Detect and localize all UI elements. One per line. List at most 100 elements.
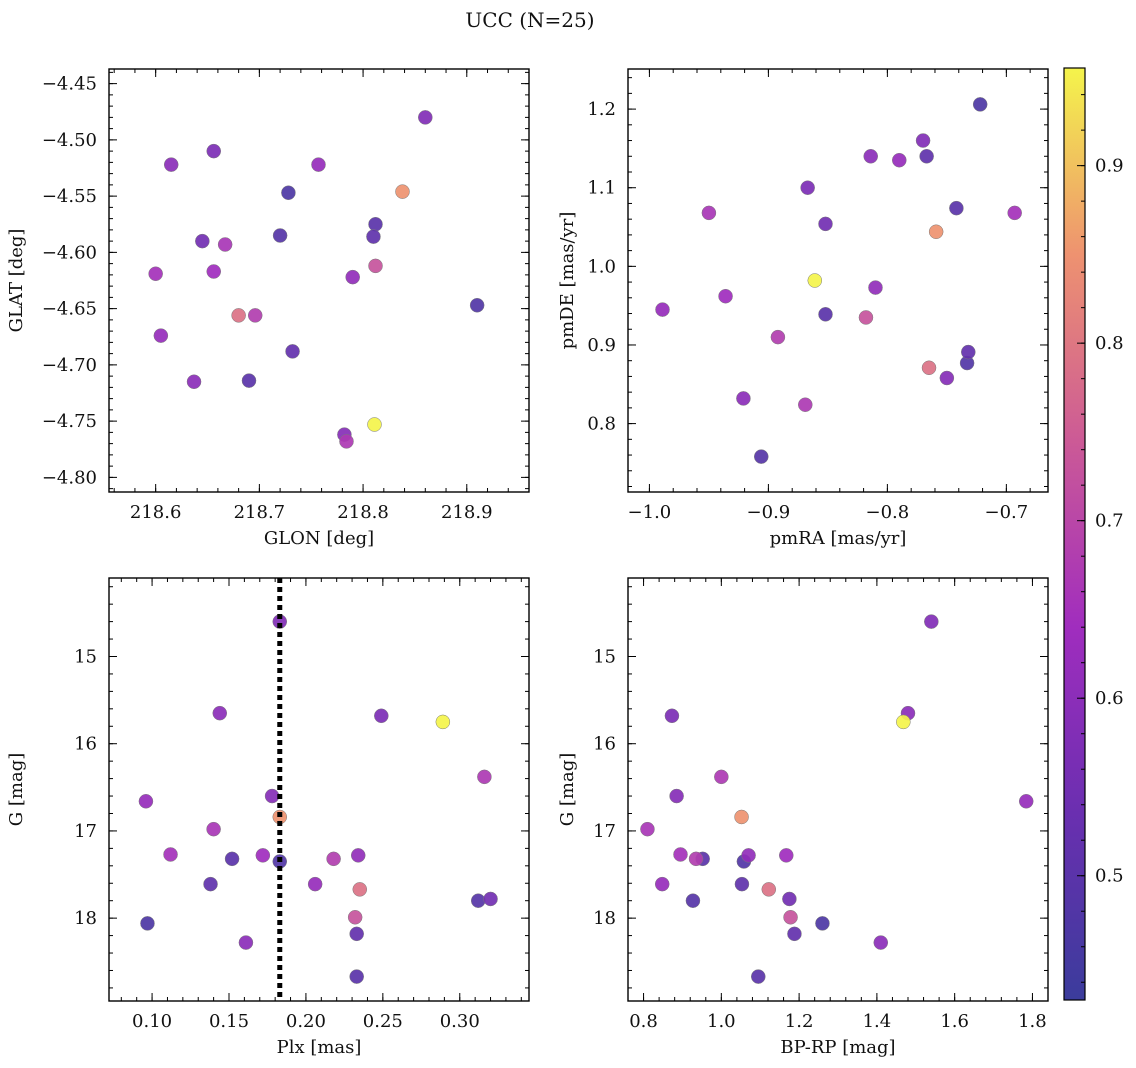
x-tick-label: −0.9	[747, 502, 791, 523]
y-tick-label: −4.75	[42, 411, 97, 432]
x-tick-label: 218.8	[337, 502, 389, 523]
scatter-point	[915, 133, 931, 148]
plot-area	[138, 578, 498, 1001]
scatter-point	[892, 152, 907, 168]
scatter-point	[307, 876, 323, 892]
scatter-point	[345, 269, 360, 285]
scatter-point	[212, 705, 228, 721]
scatter-point	[714, 769, 729, 785]
scatter-point	[800, 180, 815, 195]
scatter-point	[688, 851, 704, 867]
x-tick-label: −0.8	[866, 502, 910, 523]
scatter-point	[339, 434, 354, 449]
scatter-point	[311, 157, 326, 172]
panel-2: −1.0 −0.9 −0.8 −0.7 0.8 0.9 1.0 1.1 1.2 pmRA [mas…	[557, 68, 1049, 549]
y-tick-label: 17	[74, 821, 97, 842]
scatter-point	[734, 876, 750, 892]
x-tick-label: −0.7	[984, 502, 1028, 523]
scatter-point	[949, 200, 964, 216]
scatter-point	[654, 876, 670, 892]
scatter-point	[751, 969, 766, 984]
y-tick-label: −4.50	[42, 130, 97, 151]
scatter-point	[349, 926, 364, 942]
y-tick-label: 0.9	[587, 335, 616, 356]
x-tick-label: 0.30	[440, 1011, 480, 1032]
scatter-point	[477, 769, 492, 785]
scatter-point	[779, 848, 794, 863]
scatter-point	[285, 344, 300, 359]
scatter-point	[368, 217, 383, 232]
colorbar-gradient	[1063, 67, 1086, 1001]
scatter-point	[873, 935, 889, 950]
scatter-point	[939, 370, 955, 386]
x-tick-label: 0.25	[363, 1011, 403, 1032]
scatter-point	[868, 280, 883, 295]
scatter-point	[470, 893, 486, 908]
scatter-point	[741, 848, 756, 863]
y-tick-label: 18	[74, 908, 97, 929]
y-tick-label: 16	[74, 734, 97, 755]
scatter-point	[669, 788, 684, 804]
x-tick-label: 1.0	[707, 1011, 736, 1032]
x-axis-label: BP-RP [mag]	[780, 1037, 895, 1058]
scatter-point	[761, 882, 777, 897]
colorbar: 0.5 0.6 0.7 0.8 0.9	[1063, 67, 1124, 1001]
colorbar-ticks: 0.5 0.6 0.7 0.8 0.9	[1077, 94, 1124, 983]
scatter-point	[281, 185, 296, 200]
scatter-point	[972, 97, 988, 112]
scatter-point	[435, 714, 451, 730]
y-tick-label: −4.80	[42, 467, 97, 488]
y-tick-label: −4.45	[42, 74, 97, 95]
scatter-point	[858, 310, 874, 325]
colorbar-tick-label: 0.8	[1095, 333, 1124, 354]
scatter-point	[224, 851, 240, 867]
scatter-point	[374, 708, 389, 724]
scatter-point	[140, 916, 155, 931]
scatter-point	[787, 926, 802, 942]
axes-frame	[627, 577, 1049, 1002]
panel-4: 0.8 1.0 1.2 1.4 1.6 1.8 15 16 17 18 BP-RP [mag] G […	[557, 577, 1049, 1058]
x-tick-label: 218.9	[441, 502, 493, 523]
axes-frame	[108, 577, 530, 1002]
colorbar-tick-label: 0.6	[1095, 688, 1124, 709]
y-axis-label: G [mag]	[6, 753, 27, 826]
plot-area	[148, 110, 485, 449]
scatter-point	[701, 205, 717, 221]
panel-1: 218.6 218.7 218.8 218.9 −4.45 −4.50 −4.55 −4.60…	[6, 68, 530, 549]
scatter-point	[770, 329, 786, 345]
scatter-point	[863, 149, 878, 164]
axes-frame	[627, 68, 1049, 493]
scatter-point	[798, 397, 813, 412]
y-tick-label: 1.0	[587, 256, 616, 277]
x-tick-label: −1.0	[628, 502, 672, 523]
scatter-point	[231, 308, 246, 323]
scatter-point	[1007, 205, 1022, 221]
scatter-point	[206, 143, 221, 159]
y-tick-label: 1.1	[587, 178, 616, 199]
x-tick-label: 1.4	[863, 1011, 892, 1032]
scatter-point	[815, 916, 830, 931]
figure-title: UCC (N=25)	[465, 8, 594, 32]
scatter-point	[818, 307, 833, 322]
scatter-point	[640, 821, 655, 837]
y-axis-label: pmDE [mas/yr]	[557, 212, 578, 350]
scatter-point	[238, 935, 254, 950]
x-axis-label: pmRA [mas/yr]	[770, 528, 907, 549]
scatter-point	[718, 288, 733, 304]
y-tick-label: −4.60	[42, 242, 97, 263]
scatter-point	[367, 417, 382, 432]
scatter-point	[896, 714, 911, 730]
y-tick-label: 15	[74, 646, 97, 667]
x-tick-label: 1.2	[785, 1011, 814, 1032]
colorbar-tick-label: 0.9	[1095, 156, 1124, 177]
y-tick-label: 16	[593, 734, 616, 755]
x-tick-label: 218.6	[130, 502, 182, 523]
scatter-point	[483, 891, 498, 907]
scatter-point	[734, 809, 749, 825]
y-tick-label: 0.8	[587, 414, 616, 435]
y-tick-label: −4.70	[42, 355, 97, 376]
scatter-point	[919, 149, 934, 164]
panels: 218.6 218.7 218.8 218.9 −4.45 −4.50 −4.55 −4.60…	[6, 68, 1049, 1058]
scatter-point	[673, 847, 688, 862]
